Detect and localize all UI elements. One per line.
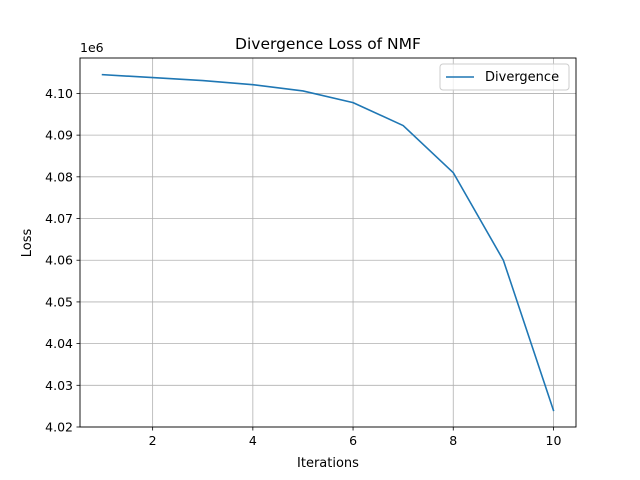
legend-label-divergence: Divergence (485, 70, 559, 85)
series-line-divergence (101, 73, 555, 412)
y-axis-label: Loss (20, 229, 35, 258)
plot-area (80, 58, 576, 427)
x-tick-label: 2 (149, 433, 157, 448)
chart-title: Divergence Loss of NMF (235, 35, 421, 53)
y-tick-label: 4.10 (45, 86, 73, 101)
y-tick-label: 4.09 (45, 128, 73, 143)
x-tick-label: 10 (546, 433, 562, 448)
y-axis-ticks: 4.02 4.03 4.04 4.05 4.06 4.07 4.08 4.09 4.10 (45, 86, 80, 435)
plot-frame (79, 57, 577, 428)
y-tick-label: 4.03 (45, 378, 73, 393)
x-axis-label: Iterations (297, 456, 359, 471)
x-tick-label: 6 (349, 433, 357, 448)
legend: Divergence (439, 63, 570, 91)
x-axis-ticks: 2 4 6 8 10 (149, 427, 562, 448)
legend-box (439, 63, 570, 91)
y-tick-label: 4.06 (45, 253, 73, 268)
x-tick-label: 4 (249, 433, 257, 448)
y-tick-label: 4.05 (45, 294, 73, 309)
y-tick-label: 4.04 (45, 336, 73, 351)
grid-lines (80, 58, 576, 428)
x-tick-label: 8 (449, 433, 457, 448)
series-layer (101, 73, 555, 412)
y-tick-label: 4.07 (45, 211, 73, 226)
y-tick-label: 4.02 (45, 420, 73, 435)
y-tick-label: 4.08 (45, 169, 73, 184)
y-axis-offset-label: 1e6 (80, 40, 104, 55)
